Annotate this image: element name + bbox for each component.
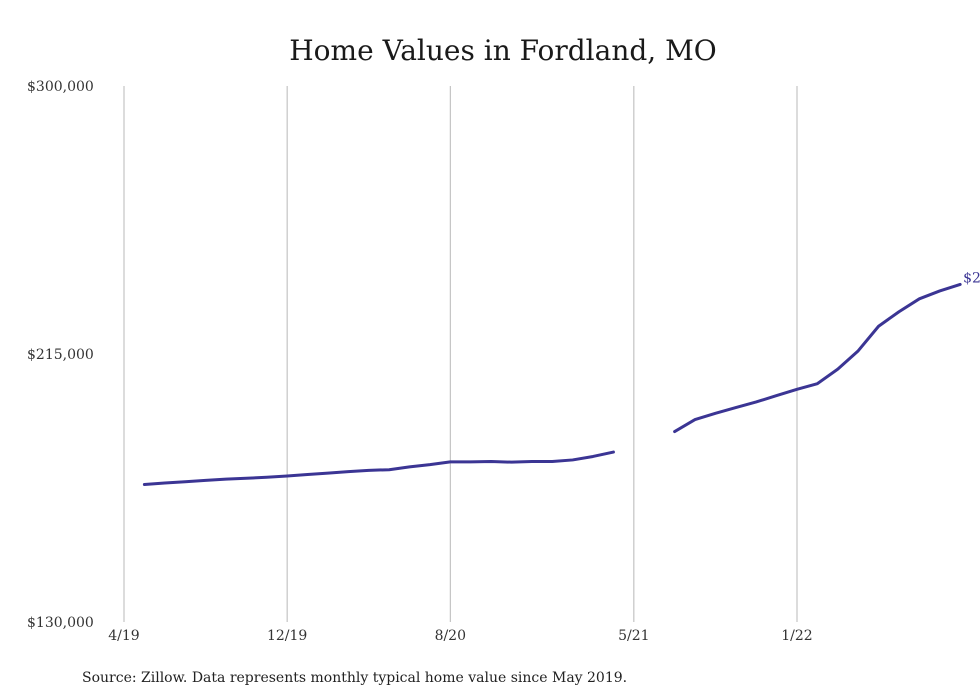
y-tick-label: $300,000 <box>27 79 94 95</box>
x-tick-label: 8/20 <box>435 628 466 644</box>
chart-title: Home Values in Fordland, MO <box>289 34 716 67</box>
x-tick-label: 1/22 <box>781 628 812 644</box>
x-tick-label: 4/19 <box>108 628 139 644</box>
grid-lines <box>123 86 798 622</box>
y-tick-label: $130,000 <box>27 615 94 631</box>
series-lines <box>142 282 962 487</box>
x-axis-ticks: 4/19 12/19 8/20 5/21 1/22 <box>108 628 812 644</box>
x-tick-label: 12/19 <box>267 628 307 644</box>
y-axis-ticks: $300,000 $215,000 $130,000 <box>27 79 94 631</box>
x-tick-label: 5/21 <box>618 628 649 644</box>
end-value-label: $237,071 <box>963 270 980 286</box>
series-line <box>142 450 615 487</box>
series-line <box>673 282 962 434</box>
y-tick-label: $215,000 <box>27 347 94 363</box>
source-note: Source: Zillow. Data represents monthly … <box>82 670 627 686</box>
